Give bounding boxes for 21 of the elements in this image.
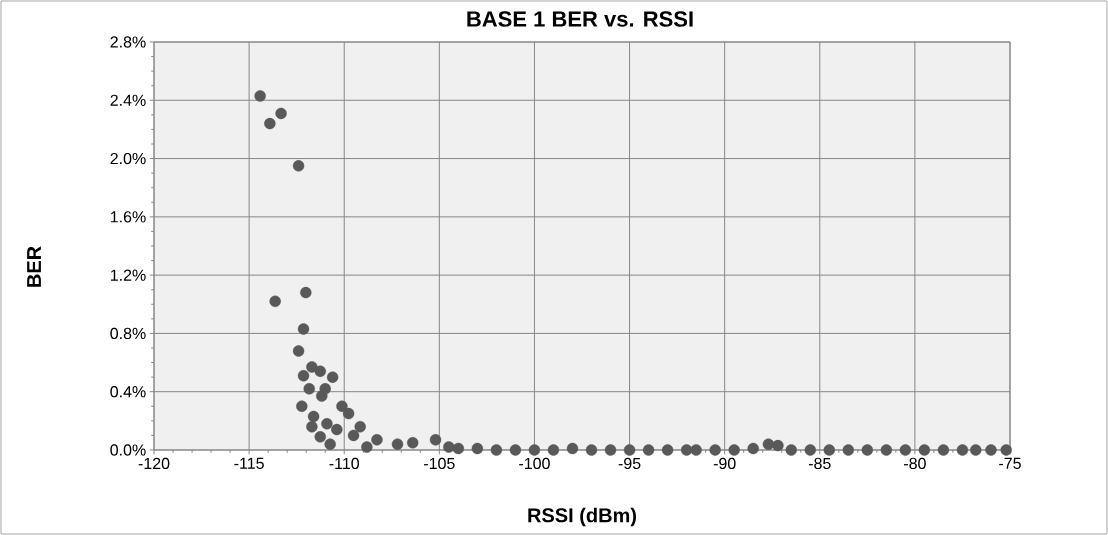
- x-tick-label: -80: [904, 457, 926, 470]
- x-tick-label: -100: [519, 457, 550, 470]
- y-tick-label: 2.4%: [110, 94, 146, 106]
- x-tick-label: -120: [138, 457, 170, 470]
- y-tick-label: 1.6%: [110, 211, 146, 223]
- x-tick-label: -105: [424, 457, 455, 470]
- x-axis-title: RSSI (dBm): [528, 507, 636, 527]
- x-tick-label: -110: [329, 457, 360, 470]
- y-axis-title: BER: [27, 246, 41, 287]
- y-tick-label: 2.0%: [110, 152, 146, 165]
- y-tick-label: 2.8%: [110, 36, 146, 48]
- y-tick-label: 0.4%: [110, 386, 146, 398]
- x-tick-label: -90: [713, 457, 736, 470]
- y-tick-label: 1.2%: [110, 269, 146, 281]
- y-tick-label: 0.8%: [110, 327, 146, 340]
- x-tick-label: -95: [618, 457, 641, 470]
- x-tick-label: -85: [808, 457, 831, 470]
- y-tick-label: 0.0%: [110, 444, 146, 456]
- x-tick-label: -75: [999, 457, 1021, 469]
- x-tick-label: -115: [234, 457, 264, 469]
- chart-title: BASE 1 BER vs. RSSI: [467, 11, 693, 27]
